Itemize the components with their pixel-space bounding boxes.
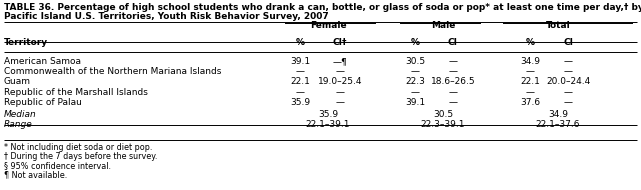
Text: 22.3: 22.3 xyxy=(405,77,425,86)
Text: 34.9: 34.9 xyxy=(548,110,568,119)
Text: —: — xyxy=(296,67,304,76)
Text: 35.9: 35.9 xyxy=(290,98,310,107)
Text: %: % xyxy=(410,38,419,47)
Text: Range: Range xyxy=(4,120,33,129)
Text: Male: Male xyxy=(431,21,455,29)
Text: 39.1: 39.1 xyxy=(290,57,310,66)
Text: 37.6: 37.6 xyxy=(520,98,540,107)
Text: Guam: Guam xyxy=(4,77,31,86)
Text: 22.1–37.6: 22.1–37.6 xyxy=(536,120,580,129)
Text: Republic of Palau: Republic of Palau xyxy=(4,98,82,107)
Text: —: — xyxy=(563,67,572,76)
Text: ¶ Not available.: ¶ Not available. xyxy=(4,170,67,179)
Text: CI: CI xyxy=(448,38,458,47)
Text: Female: Female xyxy=(310,21,346,29)
Text: 39.1: 39.1 xyxy=(405,98,425,107)
Text: Territory: Territory xyxy=(4,38,48,47)
Text: TABLE 36. Percentage of high school students who drank a can, bottle, or glass o: TABLE 36. Percentage of high school stud… xyxy=(4,3,641,12)
Text: † During the 7 days before the survey.: † During the 7 days before the survey. xyxy=(4,152,158,161)
Text: —: — xyxy=(449,88,458,97)
Text: —: — xyxy=(449,98,458,107)
Text: —: — xyxy=(526,88,535,97)
Text: CI†: CI† xyxy=(333,38,347,47)
Text: —: — xyxy=(410,67,419,76)
Text: —: — xyxy=(563,88,572,97)
Text: %: % xyxy=(526,38,535,47)
Text: American Samoa: American Samoa xyxy=(4,57,81,66)
Text: 22.1: 22.1 xyxy=(520,77,540,86)
Text: —: — xyxy=(335,88,344,97)
Text: Republic of the Marshall Islands: Republic of the Marshall Islands xyxy=(4,88,148,97)
Text: 18.6–26.5: 18.6–26.5 xyxy=(431,77,476,86)
Text: %: % xyxy=(296,38,304,47)
Text: * Not including diet soda or diet pop.: * Not including diet soda or diet pop. xyxy=(4,143,153,152)
Text: —: — xyxy=(563,98,572,107)
Text: —: — xyxy=(449,57,458,66)
Text: 22.1–39.1: 22.1–39.1 xyxy=(306,120,350,129)
Text: —: — xyxy=(449,67,458,76)
Text: —: — xyxy=(335,67,344,76)
Text: Total: Total xyxy=(545,21,570,29)
Text: —: — xyxy=(296,88,304,97)
Text: § 95% confidence interval.: § 95% confidence interval. xyxy=(4,161,111,170)
Text: 22.3–39.1: 22.3–39.1 xyxy=(420,120,465,129)
Text: Median: Median xyxy=(4,110,37,119)
Text: Commonwealth of the Northern Mariana Islands: Commonwealth of the Northern Mariana Isl… xyxy=(4,67,221,76)
Text: CI: CI xyxy=(563,38,573,47)
Text: —¶: —¶ xyxy=(333,57,347,66)
Text: 34.9: 34.9 xyxy=(520,57,540,66)
Text: 30.5: 30.5 xyxy=(405,57,425,66)
Text: —: — xyxy=(563,57,572,66)
Text: 20.0–24.4: 20.0–24.4 xyxy=(546,77,590,86)
Text: 19.0–25.4: 19.0–25.4 xyxy=(318,77,362,86)
Text: —: — xyxy=(410,88,419,97)
Text: Pacific Island U.S. Territories, Youth Risk Behavior Survey, 2007: Pacific Island U.S. Territories, Youth R… xyxy=(4,12,329,21)
Text: 22.1: 22.1 xyxy=(290,77,310,86)
Text: —: — xyxy=(335,98,344,107)
Text: 30.5: 30.5 xyxy=(433,110,453,119)
Text: —: — xyxy=(526,67,535,76)
Text: 35.9: 35.9 xyxy=(318,110,338,119)
